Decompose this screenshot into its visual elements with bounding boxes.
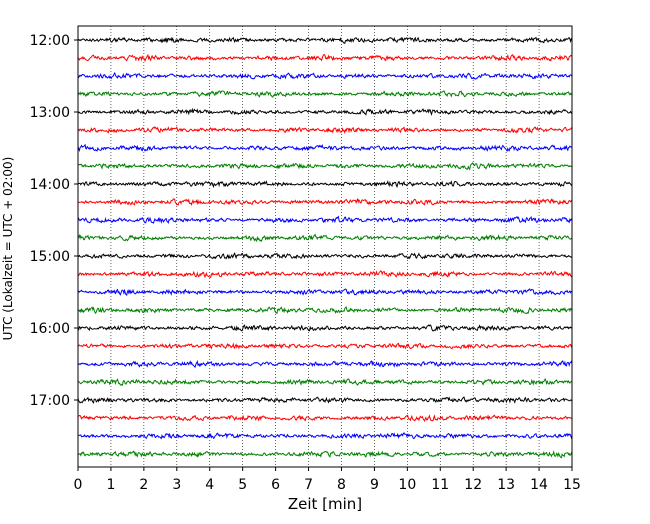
trace-line <box>77 431 573 440</box>
trace-line <box>77 359 573 368</box>
y-tick-label: 12:00 <box>30 33 70 49</box>
x-tick-label: 10 <box>398 477 416 493</box>
trace-line <box>77 126 573 135</box>
x-tick-label: 4 <box>205 477 214 493</box>
x-tick-label: 0 <box>74 477 83 493</box>
y-axis-label: UTC (Lokalzeit = UTC + 02:00) <box>1 157 15 341</box>
y-tick-label: 17:00 <box>30 393 70 409</box>
y-tick-label: 13:00 <box>30 105 70 121</box>
x-tick-label: 11 <box>431 477 449 493</box>
trace-line <box>77 270 573 279</box>
x-tick-label: 13 <box>497 477 515 493</box>
x-tick-label: 12 <box>464 477 482 493</box>
trace-line <box>77 143 573 153</box>
trace-line <box>77 90 573 98</box>
x-tick-label: 3 <box>172 477 181 493</box>
trace-line <box>77 71 573 80</box>
plot-frame <box>77 25 573 468</box>
trace-line <box>77 342 573 350</box>
x-tick-label: 8 <box>337 477 346 493</box>
x-tick-label: 1 <box>106 477 115 493</box>
y-tick-label: 16:00 <box>30 321 70 337</box>
x-tick-label: 7 <box>304 477 313 493</box>
trace-line <box>77 288 573 297</box>
trace-line <box>77 162 573 171</box>
x-tick-label: 5 <box>238 477 247 493</box>
x-tick-label: 9 <box>370 477 379 493</box>
x-tick-label: 15 <box>563 477 581 493</box>
x-tick-label: 6 <box>271 477 280 493</box>
trace-line <box>77 450 573 459</box>
trace-line <box>77 414 573 422</box>
trace-line <box>77 107 573 116</box>
trace-line <box>77 378 573 386</box>
trace-line <box>77 252 573 260</box>
trace-line <box>77 306 573 315</box>
trace-line <box>77 180 573 189</box>
y-tick-label: 15:00 <box>30 249 70 265</box>
trace-line <box>77 197 573 207</box>
trace-line <box>77 53 573 63</box>
trace-line <box>77 215 573 225</box>
trace-line <box>77 36 573 44</box>
x-tick-label: 2 <box>139 477 148 493</box>
axis-layer: 0 1 2 3 4 5 6 7 8 9 10 11 12 13 14 1512:0013:0014:0015:… <box>30 33 581 493</box>
trace-line <box>77 396 573 404</box>
y-tick-label: 14:00 <box>30 177 70 193</box>
trace-line <box>77 324 572 332</box>
trace-layer <box>77 36 573 459</box>
x-axis-label: Zeit [min] <box>288 495 362 513</box>
x-tick-label: 14 <box>530 477 548 493</box>
trace-line <box>77 233 573 243</box>
